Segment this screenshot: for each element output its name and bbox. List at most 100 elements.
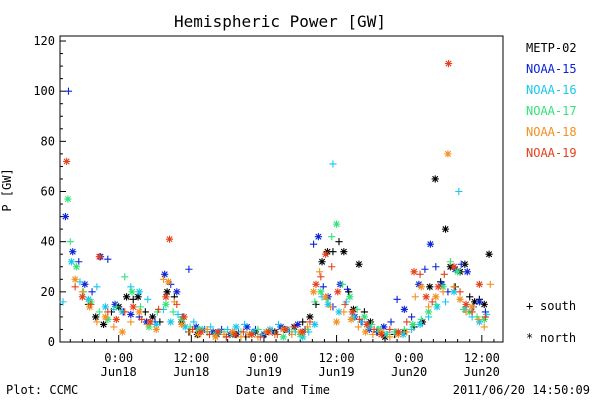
data-point xyxy=(410,268,418,276)
data-point xyxy=(417,283,425,291)
data-point xyxy=(294,320,302,329)
data-point xyxy=(457,260,465,268)
x-tick-time: 0:00 xyxy=(249,351,278,365)
data-point xyxy=(424,303,433,311)
data-point xyxy=(386,325,394,334)
data-point xyxy=(207,323,215,331)
data-point xyxy=(274,320,283,329)
data-point xyxy=(232,323,240,331)
data-point xyxy=(299,328,307,336)
data-point xyxy=(127,310,135,319)
legend-label: north xyxy=(540,331,576,345)
data-point xyxy=(326,303,335,311)
data-point xyxy=(463,268,471,276)
data-point xyxy=(432,300,440,308)
data-point xyxy=(334,288,342,296)
data-point xyxy=(152,325,160,334)
data-point xyxy=(439,288,447,296)
data-point xyxy=(290,323,298,331)
data-point xyxy=(354,323,362,331)
legend-label: south xyxy=(540,299,576,313)
data-point xyxy=(164,278,172,286)
data-point xyxy=(450,283,458,291)
data-point xyxy=(470,298,479,306)
series-noaa-17 xyxy=(64,195,488,341)
data-point xyxy=(112,315,120,324)
data-point xyxy=(434,283,442,291)
data-point xyxy=(403,328,411,336)
data-point xyxy=(439,283,447,291)
data-point xyxy=(335,308,343,316)
x-tick-time: 12:00 xyxy=(464,351,500,365)
data-point xyxy=(288,330,296,339)
data-point xyxy=(162,293,170,301)
data-point xyxy=(422,293,430,301)
data-point xyxy=(332,318,341,326)
data-point xyxy=(180,313,188,321)
plot-credit: Plot: CCMC xyxy=(6,383,79,397)
data-point xyxy=(311,298,319,306)
data-point xyxy=(197,328,205,336)
data-point xyxy=(421,265,429,273)
data-point xyxy=(318,258,326,266)
data-point xyxy=(340,248,348,256)
data-points xyxy=(59,59,494,341)
data-point xyxy=(456,295,464,303)
data-point xyxy=(243,323,251,331)
data-point xyxy=(400,305,408,313)
data-point xyxy=(69,248,77,256)
data-point xyxy=(95,308,103,316)
data-point xyxy=(121,308,129,316)
data-point xyxy=(190,318,198,326)
legend-entry-noaa-17: NOAA-17 xyxy=(526,104,577,118)
timestamp: 2011/06/20 14:50:09 xyxy=(452,383,590,397)
legend: METP-02 NOAA-15 NOAA-16 NOAA-17 NOAA-18 NOAA-… xyxy=(526,41,577,345)
data-point xyxy=(480,300,488,308)
data-point xyxy=(303,323,312,331)
data-point xyxy=(417,315,425,324)
data-point xyxy=(424,308,433,316)
data-point xyxy=(78,293,86,301)
data-point xyxy=(403,318,411,326)
data-point xyxy=(362,328,370,336)
data-point xyxy=(71,283,79,291)
data-point xyxy=(142,318,151,326)
data-point xyxy=(348,308,356,316)
data-point xyxy=(101,313,109,321)
data-point xyxy=(481,313,490,321)
data-point xyxy=(446,263,454,271)
data-point xyxy=(86,303,94,311)
y-tick-label: 100 xyxy=(33,84,55,98)
data-point xyxy=(322,250,330,258)
data-point xyxy=(93,283,101,291)
legend-entry-metp-02: METP-02 xyxy=(526,41,577,55)
data-point xyxy=(408,313,416,321)
data-point xyxy=(249,328,257,336)
data-point xyxy=(426,240,434,248)
x-tick-time: 0:00 xyxy=(395,351,424,365)
data-point xyxy=(466,293,474,301)
data-point xyxy=(426,283,434,291)
legend-symbol-north: * north xyxy=(526,331,576,345)
data-point xyxy=(461,260,469,268)
y-tick-label: 80 xyxy=(41,134,55,148)
data-point xyxy=(309,240,318,248)
data-point xyxy=(454,268,462,276)
data-point xyxy=(129,303,137,311)
data-point xyxy=(121,273,129,281)
data-point xyxy=(95,253,103,261)
data-point xyxy=(306,313,314,321)
data-point xyxy=(173,300,181,308)
data-point xyxy=(416,270,424,278)
data-point xyxy=(61,212,70,221)
data-point xyxy=(81,280,89,288)
data-point xyxy=(339,280,347,288)
data-point xyxy=(141,308,149,316)
data-point xyxy=(248,330,256,339)
data-point xyxy=(273,330,281,339)
data-point xyxy=(222,333,231,341)
y-axis: 0 20 40 60 80 100 120 xyxy=(33,34,66,349)
data-point xyxy=(185,265,193,273)
data-point xyxy=(468,308,476,316)
data-point xyxy=(135,288,143,296)
